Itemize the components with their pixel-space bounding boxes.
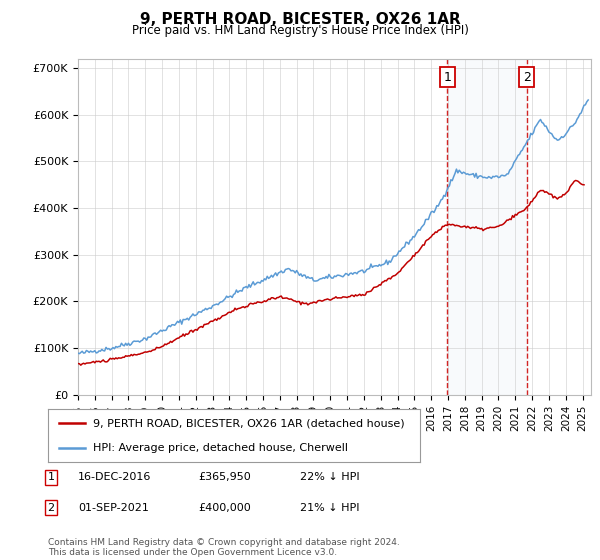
Text: 9, PERTH ROAD, BICESTER, OX26 1AR: 9, PERTH ROAD, BICESTER, OX26 1AR (140, 12, 460, 27)
Text: 2: 2 (523, 71, 530, 84)
Text: £400,000: £400,000 (198, 503, 251, 513)
Text: 21% ↓ HPI: 21% ↓ HPI (300, 503, 359, 513)
Text: 1: 1 (443, 71, 451, 84)
Bar (448, 59, 527, 395)
Text: 1: 1 (47, 472, 55, 482)
Text: 22% ↓ HPI: 22% ↓ HPI (300, 472, 359, 482)
Text: HPI: Average price, detached house, Cherwell: HPI: Average price, detached house, Cher… (92, 442, 347, 452)
Text: 2: 2 (47, 503, 55, 513)
Text: 9, PERTH ROAD, BICESTER, OX26 1AR (detached house): 9, PERTH ROAD, BICESTER, OX26 1AR (detac… (92, 418, 404, 428)
Text: Contains HM Land Registry data © Crown copyright and database right 2024.
This d: Contains HM Land Registry data © Crown c… (48, 538, 400, 557)
Text: 01-SEP-2021: 01-SEP-2021 (78, 503, 149, 513)
Text: £365,950: £365,950 (198, 472, 251, 482)
Text: 16-DEC-2016: 16-DEC-2016 (78, 472, 151, 482)
Text: Price paid vs. HM Land Registry's House Price Index (HPI): Price paid vs. HM Land Registry's House … (131, 24, 469, 37)
